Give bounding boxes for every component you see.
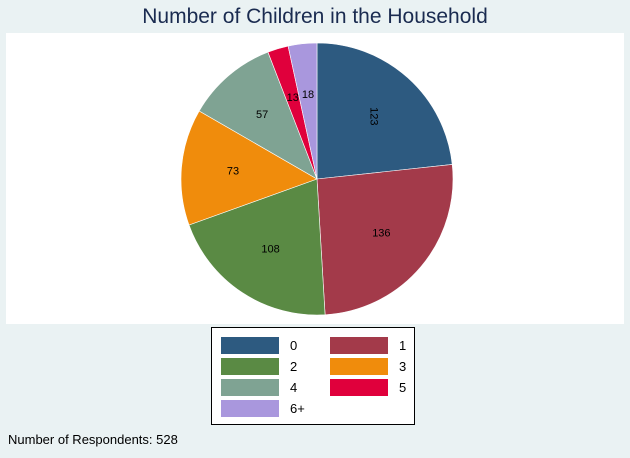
legend-swatch-0 (221, 337, 279, 354)
legend-swatch-1 (330, 337, 388, 354)
pie-slice-6+ (287, 42, 318, 180)
legend-swatch-4 (221, 379, 279, 396)
legend: 0 1 2 3 4 5 6+ (211, 327, 415, 425)
legend-swatch-6 (221, 400, 279, 417)
slice-label-5: 13 (287, 92, 299, 104)
legend-swatch-5 (330, 379, 388, 396)
legend-label-3: 3 (399, 359, 407, 374)
pie-slice-3 (180, 110, 318, 226)
pie-slice-4 (198, 51, 318, 180)
slice-label-3: 73 (227, 165, 239, 177)
legend-swatch-3 (330, 358, 388, 375)
pie-slice-1 (316, 164, 454, 316)
legend-label-4: 4 (290, 380, 298, 395)
legend-label-0: 0 (290, 338, 298, 353)
legend-label-2: 2 (290, 359, 298, 374)
legend-swatch-2 (221, 358, 279, 375)
pie-chart: 123 136 108 73 57 13 18 (180, 42, 454, 316)
chart-title: Number of Children in the Household (142, 5, 488, 28)
respondent-count-note: Number of Respondents: 528 (8, 432, 178, 447)
plot-region: 123 136 108 73 57 13 18 (6, 33, 624, 324)
slice-label-2: 108 (261, 243, 279, 255)
slice-label-0: 123 (367, 107, 379, 125)
legend-label-1: 1 (399, 338, 407, 353)
slice-label-1: 136 (372, 227, 390, 239)
legend-label-5: 5 (399, 380, 407, 395)
slice-label-6+: 18 (302, 89, 314, 101)
pie-slice-0 (316, 42, 453, 180)
legend-label-6: 6+ (290, 401, 305, 416)
slice-label-4: 57 (256, 109, 268, 121)
